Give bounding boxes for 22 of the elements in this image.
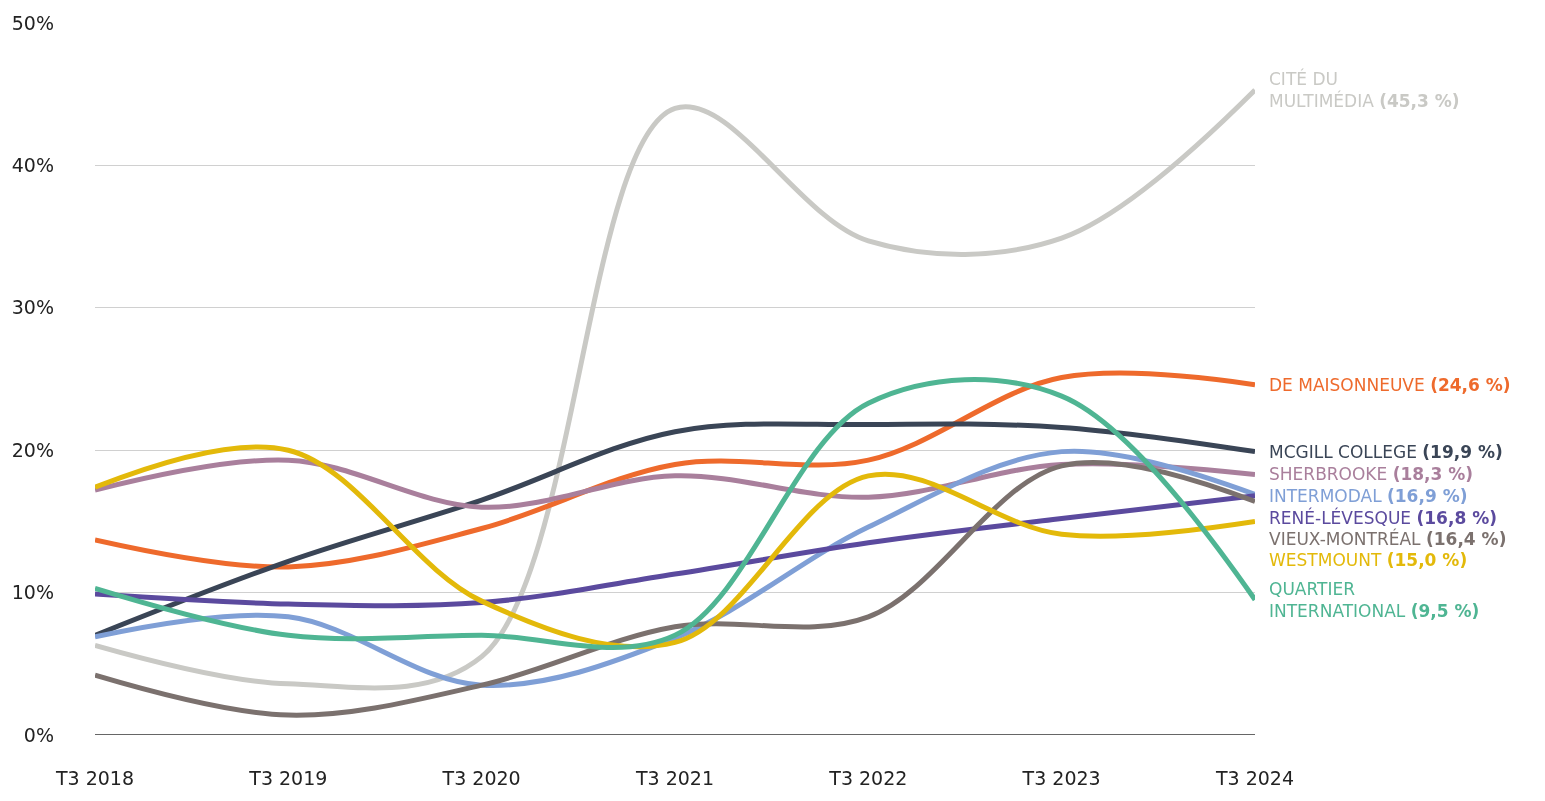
series-label: CITÉ DU MULTIMÉDIA (45,3 %) [1269,68,1460,112]
series-label: RENÉ-LÉVESQUE (16,8 %) [1269,507,1497,528]
y-tick-label: 40% [11,154,54,177]
y-tick-label: 50% [11,11,54,34]
x-tick-label: T3 2022 [828,767,908,789]
x-tick-label: T3 2019 [248,767,328,789]
y-tick-label: 20% [11,438,54,461]
x-tick-label: T3 2023 [1021,767,1101,789]
x-tick-label: T3 2024 [1214,767,1295,789]
x-tick-label: T3 2018 [54,767,135,789]
x-tick-label: T3 2020 [441,767,521,789]
series-label: MCGILL COLLEGE (19,9 %) [1269,442,1503,462]
series-label: WESTMOUNT (15,0 %) [1269,550,1468,570]
series-label: QUARTIER INTERNATIONAL (9,5 %) [1269,579,1480,622]
y-tick-label: 10% [11,581,54,604]
series-label: INTERMODAL (16,9 %) [1269,486,1468,506]
series-label: SHERBROOKE (18,3 %) [1269,464,1474,484]
series-label: VIEUX-MONTRÉAL (16,4 %) [1269,528,1507,549]
y-tick-label: 30% [11,296,54,319]
y-tick-label: 0% [23,723,54,746]
series-label: DE MAISONNEUVE (24,6 %) [1269,375,1511,395]
x-tick-label: T3 2021 [634,767,715,789]
